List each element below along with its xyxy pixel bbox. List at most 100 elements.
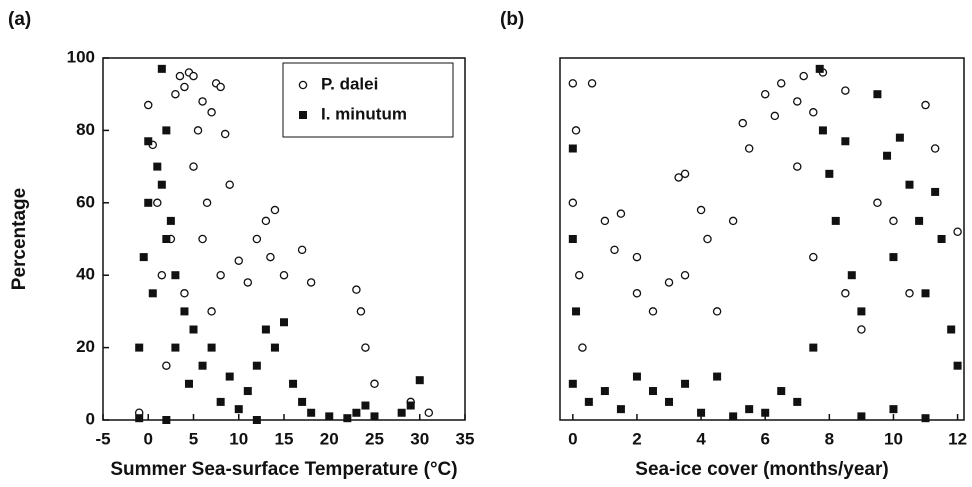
point	[406, 401, 415, 410]
point	[162, 361, 171, 370]
point	[361, 343, 370, 352]
point	[568, 235, 577, 243]
point	[587, 79, 597, 88]
y-tick-label: 40	[76, 265, 95, 284]
point	[809, 343, 818, 352]
point	[815, 64, 824, 73]
point	[574, 270, 584, 280]
point	[180, 289, 189, 298]
point	[171, 89, 180, 99]
point	[189, 162, 198, 171]
point	[289, 379, 298, 388]
y-tick-label: 20	[76, 337, 95, 356]
point	[171, 343, 180, 352]
point	[198, 234, 207, 244]
point	[175, 71, 185, 81]
point	[703, 234, 712, 244]
point	[207, 307, 216, 316]
point	[648, 307, 658, 316]
point	[770, 111, 780, 121]
point	[809, 108, 818, 117]
point	[266, 252, 275, 262]
x-tick-label: 30	[410, 429, 429, 448]
point	[728, 216, 738, 226]
point	[216, 82, 225, 92]
legend-label: I. minutum	[321, 104, 407, 123]
point	[397, 408, 406, 417]
point	[568, 79, 578, 88]
point	[632, 372, 641, 381]
point	[947, 325, 956, 334]
panel-label: (b)	[500, 9, 524, 30]
point	[915, 216, 924, 225]
point	[712, 307, 722, 316]
point	[857, 307, 866, 316]
point	[207, 343, 216, 352]
point	[931, 187, 940, 196]
point	[361, 401, 370, 410]
point	[578, 343, 587, 352]
point	[135, 414, 144, 423]
legend-marker	[299, 111, 307, 119]
point	[889, 216, 898, 226]
point	[760, 89, 770, 99]
x-tick-label: 10	[229, 429, 248, 448]
point	[571, 126, 581, 135]
point	[298, 397, 307, 406]
point	[664, 278, 674, 287]
legend-marker	[298, 80, 308, 90]
point	[153, 198, 162, 208]
point	[616, 209, 626, 218]
point	[857, 412, 866, 421]
point	[189, 325, 198, 334]
point	[616, 405, 625, 414]
point	[681, 379, 690, 388]
point	[424, 408, 434, 418]
x-tick-label: -5	[95, 429, 110, 448]
point	[841, 289, 850, 298]
point	[793, 397, 802, 406]
point	[744, 144, 754, 153]
x-tick-label: 15	[275, 429, 294, 448]
point	[873, 198, 882, 208]
x-tick-label: 6	[760, 429, 769, 448]
point	[648, 387, 657, 396]
plot-frame	[559, 57, 965, 421]
x-tick-label: 0	[568, 429, 577, 448]
point	[697, 408, 706, 417]
point	[841, 137, 850, 146]
point	[157, 180, 166, 189]
point	[352, 285, 361, 294]
point	[745, 405, 754, 414]
point	[352, 408, 361, 417]
point	[307, 408, 316, 417]
point	[921, 414, 930, 423]
point	[696, 205, 706, 215]
point	[166, 216, 175, 225]
point	[202, 198, 212, 208]
point	[674, 173, 683, 182]
point	[841, 86, 850, 95]
point	[799, 71, 808, 81]
point	[162, 235, 171, 243]
panel-label: (a)	[8, 9, 31, 30]
point	[297, 245, 307, 255]
point	[243, 387, 252, 396]
point	[776, 79, 786, 88]
y-tick-label: 100	[67, 47, 95, 66]
point	[144, 198, 153, 207]
point	[162, 126, 171, 135]
point	[680, 169, 690, 179]
point	[270, 205, 280, 215]
point	[162, 416, 171, 424]
point	[825, 169, 834, 178]
point	[216, 397, 225, 406]
y-axis-label: Percentage	[9, 188, 30, 290]
point	[632, 252, 642, 262]
point	[225, 372, 234, 381]
point	[847, 271, 856, 280]
point	[568, 144, 577, 153]
point	[895, 133, 904, 142]
point	[568, 198, 578, 208]
point	[930, 144, 940, 153]
